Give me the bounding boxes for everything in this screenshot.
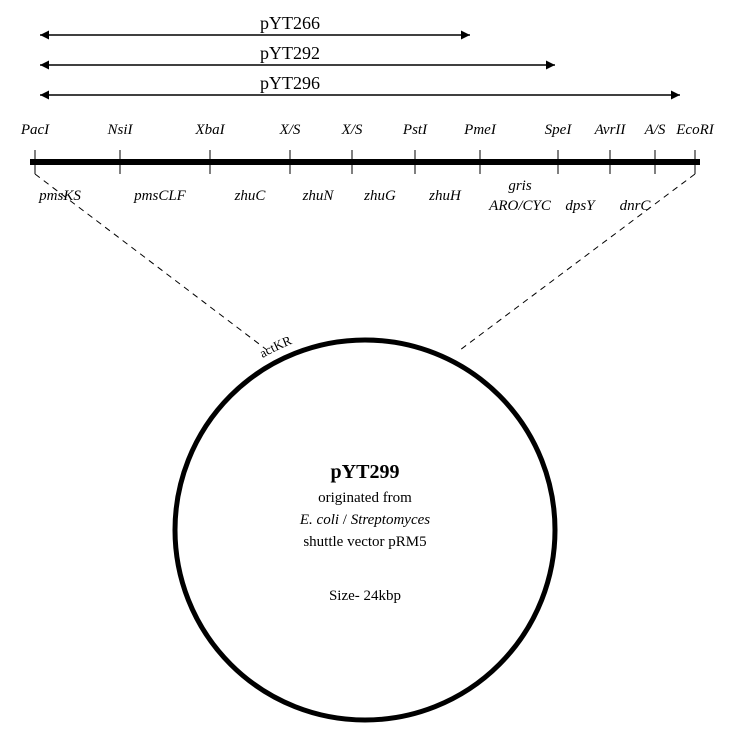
- site-label: PstI: [402, 122, 428, 138]
- plasmid-origin: originated from: [318, 490, 412, 506]
- site-label: X/S: [341, 122, 363, 138]
- site-label: EcoRI: [675, 122, 714, 138]
- site-label: X/S: [279, 122, 301, 138]
- gene-label: zhuN: [302, 188, 335, 204]
- gene-label: ARO/CYC: [488, 198, 552, 214]
- gene-label: dnrC: [620, 198, 652, 214]
- site-label: XbaI: [194, 122, 225, 138]
- gene-label: zhuH: [428, 188, 462, 204]
- site-label: PmeI: [463, 122, 497, 138]
- plasmid-circle: [175, 340, 555, 720]
- site-label: A/S: [644, 122, 666, 138]
- extent-label: pYT296: [260, 73, 320, 93]
- plasmid-vector: shuttle vector pRM5: [303, 534, 426, 550]
- gene-label: zhuC: [234, 188, 267, 204]
- plasmid-species: E. coli / Streptomyces: [299, 512, 430, 528]
- gene-label: pmsKS: [38, 188, 81, 204]
- plasmid-size: Size- 24kbp: [329, 588, 401, 604]
- gene-label: pmsCLF: [133, 188, 187, 204]
- site-label: AvrII: [594, 122, 627, 138]
- extent-label: pYT266: [260, 13, 320, 33]
- gene-label: gris: [508, 178, 532, 194]
- site-label: NsiI: [106, 122, 133, 138]
- site-label: PacI: [20, 122, 50, 138]
- gene-label: dpsY: [565, 198, 596, 214]
- gene-label: zhuG: [363, 188, 396, 204]
- plasmid-name: pYT299: [331, 461, 400, 483]
- extent-label: pYT292: [260, 43, 320, 63]
- site-label: SpeI: [545, 122, 573, 138]
